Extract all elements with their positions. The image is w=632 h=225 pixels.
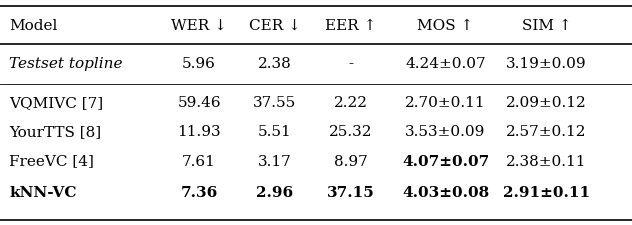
Text: 8.97: 8.97 bbox=[334, 154, 368, 168]
Text: 3.17: 3.17 bbox=[258, 154, 292, 168]
Text: 2.09±0.12: 2.09±0.12 bbox=[506, 95, 587, 109]
Text: 2.38±0.11: 2.38±0.11 bbox=[506, 154, 587, 168]
Text: 7.36: 7.36 bbox=[181, 185, 217, 199]
Text: 2.38: 2.38 bbox=[258, 57, 292, 71]
Text: Model: Model bbox=[9, 19, 58, 33]
Text: MOS ↑: MOS ↑ bbox=[417, 19, 474, 33]
Text: CER ↓: CER ↓ bbox=[249, 19, 301, 33]
Text: 2.70±0.11: 2.70±0.11 bbox=[405, 95, 486, 109]
Text: VQMIVC [7]: VQMIVC [7] bbox=[9, 95, 104, 109]
Text: FreeVC [4]: FreeVC [4] bbox=[9, 154, 94, 168]
Text: 3.53±0.09: 3.53±0.09 bbox=[405, 125, 486, 139]
Text: kNN-VC: kNN-VC bbox=[9, 185, 77, 199]
Text: -: - bbox=[348, 57, 353, 71]
Text: YourTTS [8]: YourTTS [8] bbox=[9, 125, 102, 139]
Text: 4.07±0.07: 4.07±0.07 bbox=[402, 154, 489, 168]
Text: Testset topline: Testset topline bbox=[9, 57, 123, 71]
Text: 37.55: 37.55 bbox=[253, 95, 296, 109]
Text: 37.15: 37.15 bbox=[327, 185, 375, 199]
Text: 2.91±0.11: 2.91±0.11 bbox=[503, 185, 590, 199]
Text: 5.96: 5.96 bbox=[182, 57, 216, 71]
Text: 3.19±0.09: 3.19±0.09 bbox=[506, 57, 587, 71]
Text: WER ↓: WER ↓ bbox=[171, 19, 227, 33]
Text: 25.32: 25.32 bbox=[329, 125, 372, 139]
Text: 5.51: 5.51 bbox=[258, 125, 292, 139]
Text: 4.03±0.08: 4.03±0.08 bbox=[402, 185, 489, 199]
Text: SIM ↑: SIM ↑ bbox=[522, 19, 571, 33]
Text: EER ↑: EER ↑ bbox=[325, 19, 377, 33]
Text: 7.61: 7.61 bbox=[182, 154, 216, 168]
Text: 2.22: 2.22 bbox=[334, 95, 368, 109]
Text: 2.57±0.12: 2.57±0.12 bbox=[506, 125, 587, 139]
Text: 2.96: 2.96 bbox=[257, 185, 293, 199]
Text: 11.93: 11.93 bbox=[177, 125, 221, 139]
Text: 4.24±0.07: 4.24±0.07 bbox=[405, 57, 486, 71]
Text: 59.46: 59.46 bbox=[177, 95, 221, 109]
